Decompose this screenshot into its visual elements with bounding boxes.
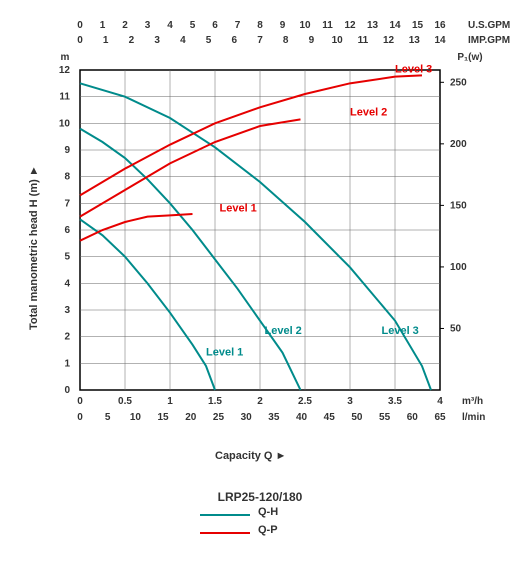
svg-text:Level 3: Level 3	[382, 325, 419, 337]
svg-text:10: 10	[130, 412, 142, 423]
svg-text:35: 35	[268, 412, 280, 423]
svg-text:5: 5	[105, 412, 111, 423]
svg-text:5: 5	[64, 252, 70, 263]
svg-text:12: 12	[344, 20, 356, 31]
svg-text:9: 9	[309, 35, 315, 46]
legend-title: LRP25-120/180	[200, 490, 320, 504]
svg-text:14: 14	[434, 35, 446, 46]
svg-text:13: 13	[409, 35, 421, 46]
svg-text:6: 6	[64, 225, 70, 236]
svg-text:200: 200	[450, 139, 467, 150]
svg-text:150: 150	[450, 200, 467, 211]
svg-text:4: 4	[64, 278, 70, 289]
svg-text:7: 7	[257, 35, 263, 46]
svg-text:m: m	[61, 52, 70, 63]
svg-text:U.S.GPM: U.S.GPM	[468, 20, 510, 31]
legend-line-qh	[200, 510, 250, 520]
svg-text:50: 50	[450, 323, 462, 334]
svg-text:11: 11	[322, 20, 333, 31]
svg-text:4: 4	[437, 396, 443, 407]
svg-text:2: 2	[122, 20, 128, 31]
svg-text:3: 3	[145, 20, 151, 31]
svg-text:30: 30	[241, 412, 253, 423]
svg-text:20: 20	[185, 412, 197, 423]
svg-text:9: 9	[64, 145, 70, 156]
svg-text:10: 10	[332, 35, 344, 46]
svg-text:Level 2: Level 2	[265, 325, 302, 337]
svg-text:5: 5	[206, 35, 212, 46]
svg-text:6: 6	[232, 35, 238, 46]
svg-text:Level 1: Level 1	[206, 346, 243, 358]
svg-text:12: 12	[383, 35, 395, 46]
svg-text:1.5: 1.5	[208, 396, 222, 407]
svg-text:3: 3	[64, 305, 70, 316]
legend-label-qp: Q-P	[258, 524, 278, 536]
y-axis-title: Total manometric head H (m) ►	[28, 165, 40, 330]
svg-text:2.5: 2.5	[298, 396, 312, 407]
svg-text:60: 60	[407, 412, 419, 423]
svg-text:IMP.GPM: IMP.GPM	[468, 35, 510, 46]
svg-text:50: 50	[351, 412, 363, 423]
svg-text:Level 3: Level 3	[395, 64, 432, 76]
svg-text:25: 25	[213, 412, 225, 423]
svg-text:13: 13	[367, 20, 379, 31]
svg-text:2: 2	[64, 332, 70, 343]
svg-text:12: 12	[59, 65, 71, 76]
pump-chart: 012345678910111213141516U.S.GPM012345678…	[0, 0, 517, 430]
svg-text:16: 16	[434, 20, 446, 31]
svg-text:0: 0	[77, 396, 83, 407]
svg-text:10: 10	[59, 118, 71, 129]
svg-text:7: 7	[64, 198, 70, 209]
svg-text:3: 3	[154, 35, 160, 46]
svg-text:40: 40	[296, 412, 308, 423]
svg-text:0.5: 0.5	[118, 396, 132, 407]
svg-text:l/min: l/min	[462, 412, 485, 423]
svg-text:0: 0	[77, 35, 83, 46]
x-axis-title: Capacity Q ►	[215, 450, 286, 462]
svg-text:7: 7	[235, 20, 241, 31]
svg-text:55: 55	[379, 412, 391, 423]
svg-text:14: 14	[389, 20, 401, 31]
svg-text:11: 11	[59, 92, 70, 103]
svg-text:2: 2	[129, 35, 135, 46]
svg-text:6: 6	[212, 20, 218, 31]
svg-text:250: 250	[450, 77, 467, 88]
svg-text:8: 8	[64, 172, 70, 183]
svg-text:11: 11	[358, 35, 369, 46]
svg-text:4: 4	[167, 20, 173, 31]
svg-text:15: 15	[158, 412, 170, 423]
legend-label-qh: Q-H	[258, 506, 278, 518]
svg-text:Level 1: Level 1	[220, 202, 257, 214]
svg-text:5: 5	[190, 20, 196, 31]
svg-text:100: 100	[450, 262, 467, 273]
legend-line-qp	[200, 528, 250, 538]
svg-text:2: 2	[257, 396, 263, 407]
svg-text:1: 1	[167, 396, 173, 407]
svg-text:3.5: 3.5	[388, 396, 402, 407]
svg-text:3: 3	[347, 396, 353, 407]
svg-text:1: 1	[64, 358, 70, 369]
svg-text:P₁(w): P₁(w)	[457, 52, 482, 63]
svg-text:9: 9	[280, 20, 286, 31]
svg-text:8: 8	[283, 35, 289, 46]
svg-text:0: 0	[77, 412, 83, 423]
svg-text:65: 65	[434, 412, 446, 423]
svg-text:1: 1	[103, 35, 109, 46]
svg-text:0: 0	[77, 20, 83, 31]
svg-text:10: 10	[299, 20, 311, 31]
svg-text:1: 1	[100, 20, 106, 31]
svg-text:45: 45	[324, 412, 336, 423]
svg-text:8: 8	[257, 20, 263, 31]
svg-text:15: 15	[412, 20, 424, 31]
svg-text:Level 2: Level 2	[350, 106, 387, 118]
svg-text:4: 4	[180, 35, 186, 46]
svg-text:0: 0	[64, 385, 70, 396]
svg-text:m³/h: m³/h	[462, 396, 483, 407]
